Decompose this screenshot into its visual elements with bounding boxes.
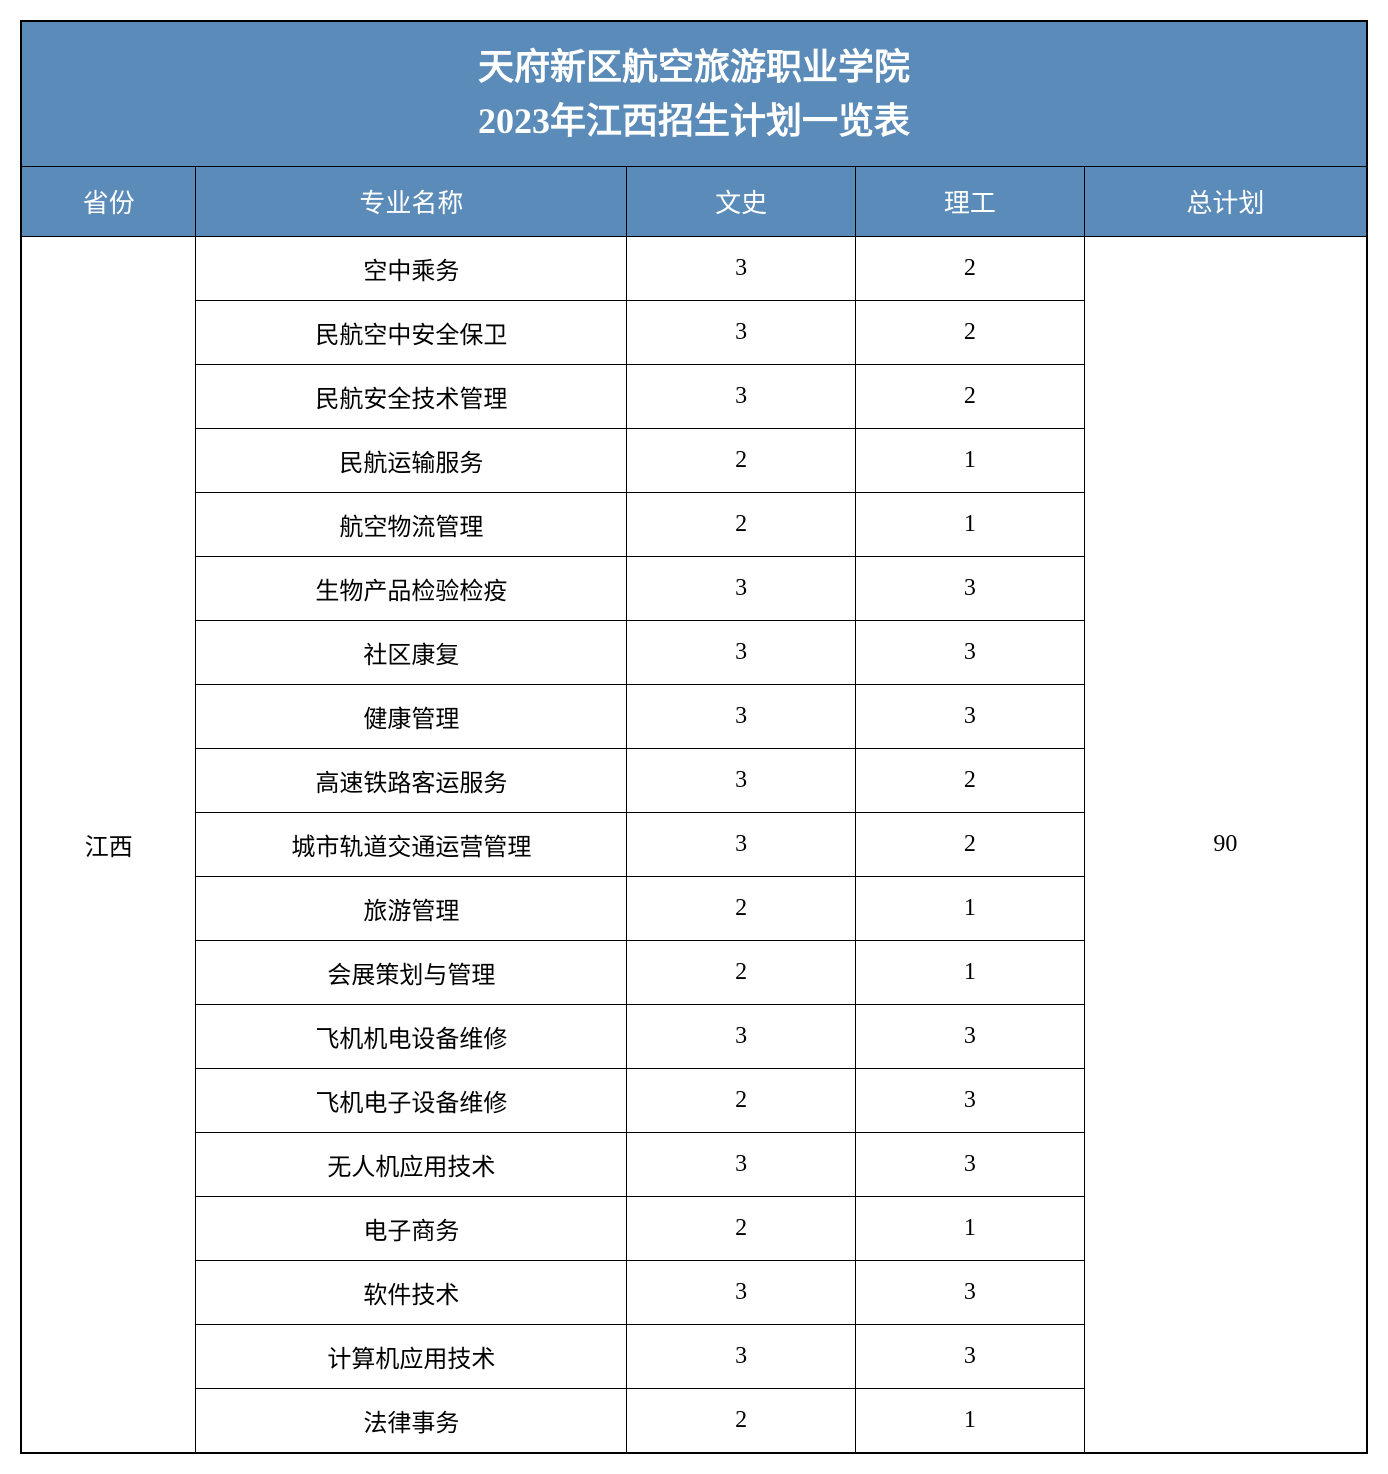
- arts-cell: 2: [627, 429, 856, 493]
- science-cell: 2: [856, 813, 1085, 877]
- major-cell: 城市轨道交通运营管理: [196, 813, 627, 877]
- arts-cell: 3: [627, 557, 856, 621]
- arts-cell: 2: [627, 877, 856, 941]
- major-cell: 旅游管理: [196, 877, 627, 941]
- header-row: 省份 专业名称 文史 理工 总计划: [21, 167, 1367, 237]
- major-cell: 空中乘务: [196, 237, 627, 301]
- science-cell: 3: [856, 1261, 1085, 1325]
- major-cell: 飞机机电设备维修: [196, 1005, 627, 1069]
- major-cell: 计算机应用技术: [196, 1325, 627, 1389]
- major-cell: 法律事务: [196, 1389, 627, 1454]
- major-cell: 民航安全技术管理: [196, 365, 627, 429]
- major-cell: 航空物流管理: [196, 493, 627, 557]
- major-cell: 会展策划与管理: [196, 941, 627, 1005]
- science-cell: 1: [856, 1197, 1085, 1261]
- arts-cell: 3: [627, 621, 856, 685]
- major-cell: 电子商务: [196, 1197, 627, 1261]
- arts-cell: 2: [627, 1197, 856, 1261]
- header-arts: 文史: [627, 167, 856, 237]
- science-cell: 3: [856, 685, 1085, 749]
- major-cell: 高速铁路客运服务: [196, 749, 627, 813]
- science-cell: 1: [856, 429, 1085, 493]
- science-cell: 3: [856, 557, 1085, 621]
- arts-cell: 3: [627, 1325, 856, 1389]
- major-cell: 软件技术: [196, 1261, 627, 1325]
- total-plan-cell: 90: [1084, 237, 1367, 1454]
- major-cell: 民航空中安全保卫: [196, 301, 627, 365]
- science-cell: 2: [856, 237, 1085, 301]
- arts-cell: 2: [627, 1069, 856, 1133]
- science-cell: 3: [856, 1069, 1085, 1133]
- major-cell: 生物产品检验检疫: [196, 557, 627, 621]
- science-cell: 2: [856, 365, 1085, 429]
- header-science: 理工: [856, 167, 1085, 237]
- arts-cell: 3: [627, 749, 856, 813]
- header-total: 总计划: [1084, 167, 1367, 237]
- major-cell: 飞机电子设备维修: [196, 1069, 627, 1133]
- table-title: 天府新区航空旅游职业学院 2023年江西招生计划一览表: [21, 21, 1367, 167]
- arts-cell: 3: [627, 237, 856, 301]
- science-cell: 3: [856, 621, 1085, 685]
- science-cell: 3: [856, 1325, 1085, 1389]
- science-cell: 3: [856, 1133, 1085, 1197]
- arts-cell: 3: [627, 1261, 856, 1325]
- major-cell: 社区康复: [196, 621, 627, 685]
- major-cell: 无人机应用技术: [196, 1133, 627, 1197]
- arts-cell: 3: [627, 685, 856, 749]
- science-cell: 1: [856, 1389, 1085, 1454]
- arts-cell: 3: [627, 1005, 856, 1069]
- science-cell: 1: [856, 877, 1085, 941]
- title-line1: 天府新区航空旅游职业学院: [22, 40, 1366, 94]
- enrollment-plan-table-container: 天府新区航空旅游职业学院 2023年江西招生计划一览表 省份 专业名称 文史 理…: [20, 20, 1368, 1454]
- major-cell: 民航运输服务: [196, 429, 627, 493]
- title-row: 天府新区航空旅游职业学院 2023年江西招生计划一览表: [21, 21, 1367, 167]
- science-cell: 2: [856, 301, 1085, 365]
- science-cell: 3: [856, 1005, 1085, 1069]
- arts-cell: 3: [627, 301, 856, 365]
- arts-cell: 3: [627, 813, 856, 877]
- header-province: 省份: [21, 167, 196, 237]
- science-cell: 1: [856, 493, 1085, 557]
- major-cell: 健康管理: [196, 685, 627, 749]
- arts-cell: 3: [627, 365, 856, 429]
- arts-cell: 2: [627, 941, 856, 1005]
- arts-cell: 2: [627, 1389, 856, 1454]
- province-cell: 江西: [21, 237, 196, 1454]
- arts-cell: 3: [627, 1133, 856, 1197]
- table-row: 江西空中乘务3290: [21, 237, 1367, 301]
- arts-cell: 2: [627, 493, 856, 557]
- science-cell: 2: [856, 749, 1085, 813]
- table-body: 江西空中乘务3290民航空中安全保卫32民航安全技术管理32民航运输服务21航空…: [21, 237, 1367, 1454]
- title-line2: 2023年江西招生计划一览表: [22, 94, 1366, 148]
- science-cell: 1: [856, 941, 1085, 1005]
- header-major: 专业名称: [196, 167, 627, 237]
- enrollment-plan-table: 天府新区航空旅游职业学院 2023年江西招生计划一览表 省份 专业名称 文史 理…: [20, 20, 1368, 1454]
